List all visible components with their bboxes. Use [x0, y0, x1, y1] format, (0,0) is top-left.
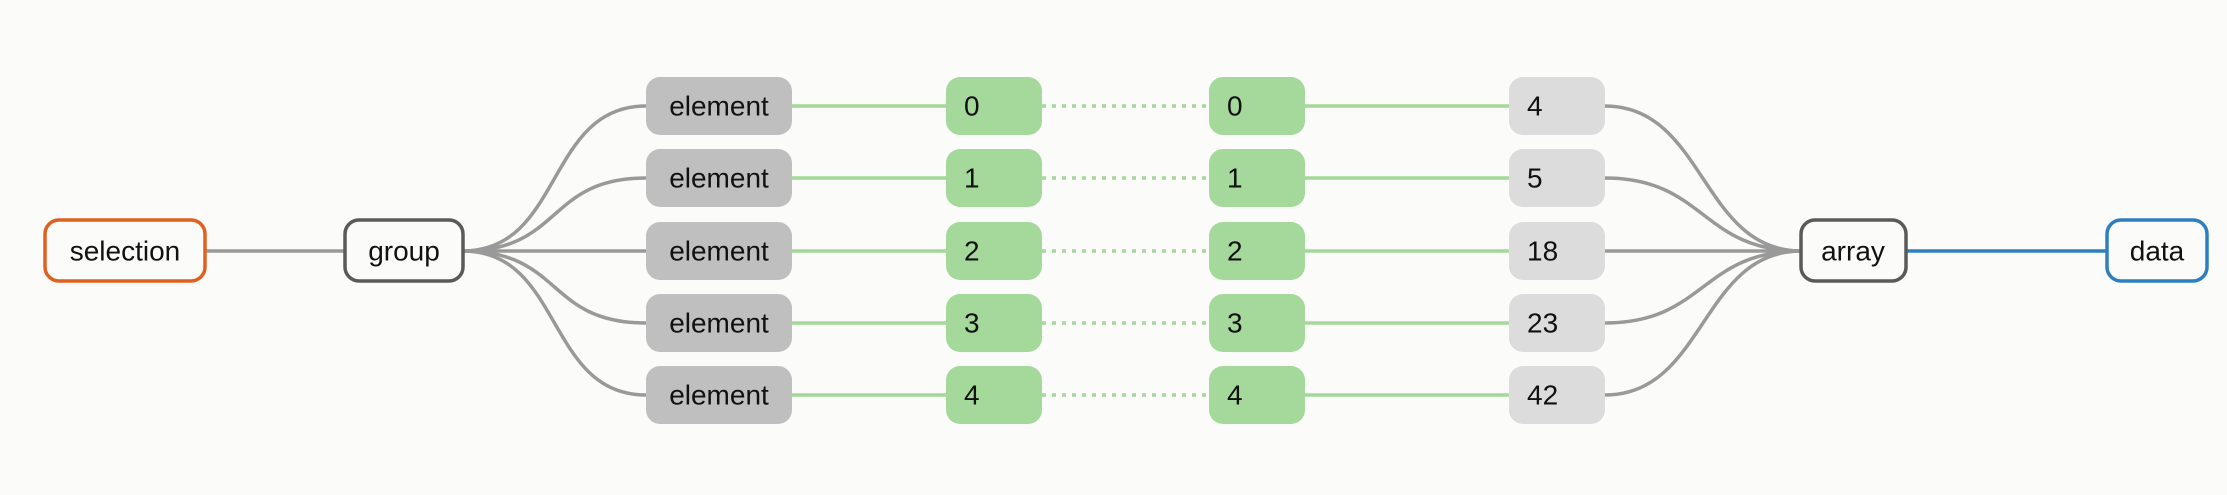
index-box-left: [946, 366, 1042, 424]
element-box: [646, 149, 792, 207]
element-node: element: [646, 77, 792, 135]
value-box: [1509, 77, 1605, 135]
index-box-right: [1209, 222, 1305, 280]
index-node-left: 0: [946, 77, 1042, 135]
index-box-right: [1209, 366, 1305, 424]
index-label-right: 4: [1227, 380, 1243, 411]
element-label: element: [669, 91, 769, 122]
index-label-right: 1: [1227, 163, 1243, 194]
value-node: 18: [1509, 222, 1605, 280]
element-label: element: [669, 163, 769, 194]
link-group-element: [462, 249, 647, 325]
value-node: 42: [1509, 366, 1605, 424]
array-label: array: [1821, 236, 1885, 267]
array-box: [1799, 218, 1908, 283]
value-node: 23: [1509, 294, 1605, 352]
index-node-left: 3: [946, 294, 1042, 352]
value-box: [1509, 294, 1605, 352]
selection-node: selection: [43, 218, 207, 283]
index-box-left: [946, 222, 1042, 280]
element-node: element: [646, 294, 792, 352]
index-node-right: 0: [1209, 77, 1305, 135]
value-node: 5: [1509, 149, 1605, 207]
element-box: [646, 222, 792, 280]
link-value-array: [1604, 176, 1802, 253]
rows-layer: element 0 0 4 element 1 1 5 element 2 2 18 element 3 3…: [646, 77, 1605, 424]
index-node-right: 2: [1209, 222, 1305, 280]
element-box: [646, 366, 792, 424]
link-group-element: [462, 176, 647, 253]
index-label-right: 2: [1227, 236, 1243, 267]
element-box: [646, 294, 792, 352]
index-box-left: [946, 294, 1042, 352]
index-label-right: 3: [1227, 308, 1243, 339]
element-label: element: [669, 380, 769, 411]
element-box: [646, 77, 792, 135]
index-box-right: [1209, 294, 1305, 352]
index-node-right: 3: [1209, 294, 1305, 352]
index-box-left: [946, 149, 1042, 207]
link-value-array: [1604, 249, 1802, 397]
selection-label: selection: [70, 236, 181, 267]
index-node-right: 4: [1209, 366, 1305, 424]
value-label: 23: [1527, 308, 1558, 339]
data-label: data: [2130, 236, 2185, 267]
selection-box: [43, 218, 207, 283]
value-label: 42: [1527, 380, 1558, 411]
link-value-array: [1604, 249, 1802, 325]
element-label: element: [669, 308, 769, 339]
index-label-left: 3: [964, 308, 980, 339]
index-label-left: 2: [964, 236, 980, 267]
value-box: [1509, 149, 1605, 207]
index-box-right: [1209, 77, 1305, 135]
data-box: [2105, 218, 2209, 283]
value-label: 18: [1527, 236, 1558, 267]
element-node: element: [646, 149, 792, 207]
link-group-element: [462, 249, 647, 397]
link-value-array: [1604, 104, 1802, 253]
index-node-left: 1: [946, 149, 1042, 207]
group-label: group: [368, 236, 440, 267]
index-label-right: 0: [1227, 91, 1243, 122]
value-box: [1509, 366, 1605, 424]
group-box: [343, 218, 465, 283]
value-box: [1509, 222, 1605, 280]
value-node: 4: [1509, 77, 1605, 135]
value-label: 4: [1527, 91, 1543, 122]
index-box-right: [1209, 149, 1305, 207]
data-node: data: [2105, 218, 2209, 283]
index-node-left: 2: [946, 222, 1042, 280]
index-node-right: 1: [1209, 149, 1305, 207]
links-layer: [205, 104, 2107, 397]
element-label: element: [669, 236, 769, 267]
index-label-left: 0: [964, 91, 980, 122]
index-label-left: 4: [964, 380, 980, 411]
link-group-element: [462, 104, 647, 253]
element-node: element: [646, 222, 792, 280]
index-label-left: 1: [964, 163, 980, 194]
value-label: 5: [1527, 163, 1543, 194]
group-node: group: [343, 218, 465, 283]
element-node: element: [646, 366, 792, 424]
index-box-left: [946, 77, 1042, 135]
index-node-left: 4: [946, 366, 1042, 424]
array-node: array: [1799, 218, 1908, 283]
